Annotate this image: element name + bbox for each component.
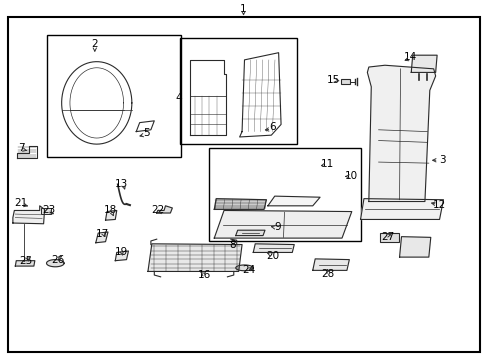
Text: 26: 26: [52, 255, 65, 265]
Text: 13: 13: [115, 179, 128, 189]
Text: 20: 20: [265, 251, 279, 261]
Bar: [180, 39, 297, 144]
Polygon shape: [157, 206, 172, 213]
Polygon shape: [46, 260, 64, 267]
Text: 5: 5: [142, 128, 149, 138]
Polygon shape: [214, 199, 266, 210]
Text: 10: 10: [345, 171, 358, 181]
Text: 27: 27: [381, 232, 394, 242]
Text: 18: 18: [103, 206, 117, 216]
Polygon shape: [312, 259, 348, 270]
Text: 23: 23: [42, 206, 55, 216]
Bar: [379, 233, 398, 242]
Text: 3: 3: [438, 155, 445, 165]
Polygon shape: [360, 199, 443, 220]
Polygon shape: [105, 211, 117, 220]
Polygon shape: [13, 206, 44, 224]
Bar: [209, 148, 360, 241]
Polygon shape: [410, 55, 436, 72]
Polygon shape: [366, 65, 435, 202]
Bar: [41, 208, 51, 214]
Polygon shape: [96, 232, 108, 243]
Text: 8: 8: [228, 240, 235, 250]
Bar: [340, 79, 349, 84]
Text: 17: 17: [95, 229, 108, 239]
Polygon shape: [235, 265, 253, 271]
Text: 21: 21: [15, 198, 28, 208]
Text: 4: 4: [175, 93, 182, 103]
Text: 9: 9: [274, 222, 281, 231]
Text: 2: 2: [91, 40, 98, 49]
Polygon shape: [235, 230, 264, 235]
Text: 24: 24: [241, 265, 255, 275]
Polygon shape: [214, 211, 351, 238]
Text: 11: 11: [320, 159, 333, 169]
Polygon shape: [267, 196, 320, 206]
Text: 19: 19: [115, 247, 128, 257]
Polygon shape: [148, 244, 242, 271]
Text: 16: 16: [198, 270, 211, 280]
Text: 6: 6: [269, 122, 276, 132]
Bar: [47, 35, 181, 157]
Text: 7: 7: [18, 143, 24, 153]
Polygon shape: [15, 261, 35, 266]
Polygon shape: [399, 237, 430, 257]
Text: 15: 15: [326, 75, 339, 85]
Text: 25: 25: [20, 256, 33, 266]
Polygon shape: [115, 251, 128, 261]
Text: 14: 14: [403, 52, 416, 62]
Text: 1: 1: [240, 4, 246, 14]
Text: 22: 22: [151, 206, 164, 216]
Text: 28: 28: [321, 269, 334, 279]
Polygon shape: [253, 244, 294, 252]
Text: 12: 12: [432, 200, 445, 210]
